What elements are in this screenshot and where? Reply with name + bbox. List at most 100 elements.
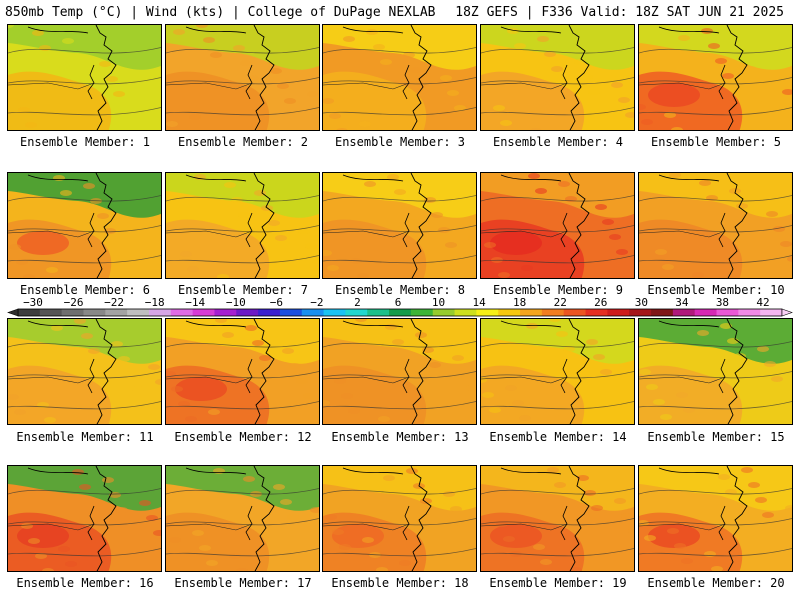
field-texture (512, 400, 524, 406)
ensemble-panel (322, 24, 477, 131)
field-texture (222, 332, 234, 338)
temperature-field-map (639, 173, 792, 278)
state-border (323, 523, 410, 531)
colorbar-tick-label: −30 (23, 296, 43, 309)
lake-outline (500, 467, 562, 475)
temperature-field-map (323, 25, 476, 130)
height-contour (166, 225, 319, 233)
field-texture (752, 81, 764, 87)
height-contour (166, 488, 319, 495)
height-contour (323, 107, 476, 116)
height-contour (639, 518, 792, 526)
ensemble-panel (480, 465, 635, 572)
hot-spot (490, 524, 542, 548)
field-texture (750, 233, 762, 239)
state-border (481, 230, 568, 238)
state-border (166, 82, 253, 90)
field-texture (106, 76, 118, 82)
field-texture (526, 323, 538, 329)
field-texture (447, 90, 459, 96)
colorbar-swatch (323, 309, 346, 316)
lake-outline (342, 467, 404, 475)
field-texture (113, 91, 125, 97)
field-texture (102, 477, 114, 483)
field-texture (711, 566, 723, 571)
state-border (323, 82, 410, 90)
field-texture (736, 203, 748, 209)
colorbar-tick-label: −26 (64, 296, 84, 309)
field-texture (355, 319, 367, 322)
field-texture (139, 500, 151, 506)
field-texture (505, 385, 517, 391)
field-texture (697, 330, 709, 336)
ensemble-member-label: Ensemble Member: 17 (174, 576, 312, 590)
ensemble-member-label: Ensemble Member: 3 (334, 135, 466, 149)
height-contour (323, 195, 476, 202)
field-texture (134, 236, 146, 242)
field-texture (602, 219, 614, 225)
coastline (253, 319, 275, 424)
height-contour (323, 225, 476, 233)
lake-outline (658, 320, 720, 328)
field-texture (125, 371, 137, 377)
colorbar-tick-label: 10 (432, 296, 445, 309)
colorbar-swatch (585, 309, 608, 316)
field-texture (782, 89, 792, 95)
field-texture (625, 112, 634, 118)
lake-outline (185, 320, 247, 328)
lake-outline (342, 174, 404, 182)
lake-outline (342, 26, 404, 34)
field-texture (662, 264, 674, 270)
height-contour (323, 488, 476, 495)
ensemble-panel (165, 24, 320, 131)
state-border (639, 82, 726, 90)
field-texture (332, 529, 344, 535)
temperature-colorbar: −30 −26 −22 −18 −14 −10 −6 −2 2 6 10 14 18 22 26 30 34 38… (7, 296, 793, 317)
ensemble-panel (7, 465, 162, 572)
field-texture (46, 267, 58, 273)
temperature-field-map (481, 173, 634, 278)
field-texture (759, 96, 771, 102)
field-texture (547, 467, 559, 473)
ensemble-panel (165, 465, 320, 572)
field-texture (676, 392, 688, 398)
field-texture (348, 408, 360, 414)
hot-spot (648, 83, 700, 107)
field-texture (60, 190, 72, 196)
state-border (323, 376, 410, 384)
field-texture (180, 251, 192, 257)
height-contour (8, 488, 161, 495)
field-texture (678, 35, 690, 41)
colorbar-swatch (694, 309, 717, 316)
lake-outline (500, 26, 562, 34)
state-border (166, 230, 253, 238)
field-texture (780, 241, 792, 247)
field-texture (755, 497, 767, 503)
colorbar-tick-label: 38 (716, 296, 729, 309)
field-texture (392, 339, 404, 345)
field-texture (373, 44, 385, 50)
ensemble-panel (322, 465, 477, 572)
field-texture (415, 332, 427, 338)
cool-region (639, 173, 792, 218)
coastline (726, 466, 748, 571)
field-texture (287, 514, 299, 520)
cool-region (166, 319, 319, 364)
ensemble-member-label: Ensemble Member: 12 (174, 430, 312, 444)
field-texture (8, 25, 14, 28)
temperature-field-map (323, 319, 476, 424)
field-texture (74, 319, 86, 324)
temperature-field-map (166, 319, 319, 424)
field-texture (88, 348, 100, 354)
height-contour (166, 401, 319, 410)
field-texture (213, 468, 225, 474)
colorbar-swatch (345, 309, 368, 316)
field-texture (236, 568, 248, 571)
field-texture (25, 122, 37, 128)
field-texture (639, 369, 651, 375)
colorbar-swatch (279, 309, 303, 316)
lake-outline (500, 320, 562, 328)
field-texture (618, 97, 630, 103)
ensemble-member-label: Ensemble Member: 18 (331, 576, 469, 590)
field-texture (185, 416, 197, 422)
